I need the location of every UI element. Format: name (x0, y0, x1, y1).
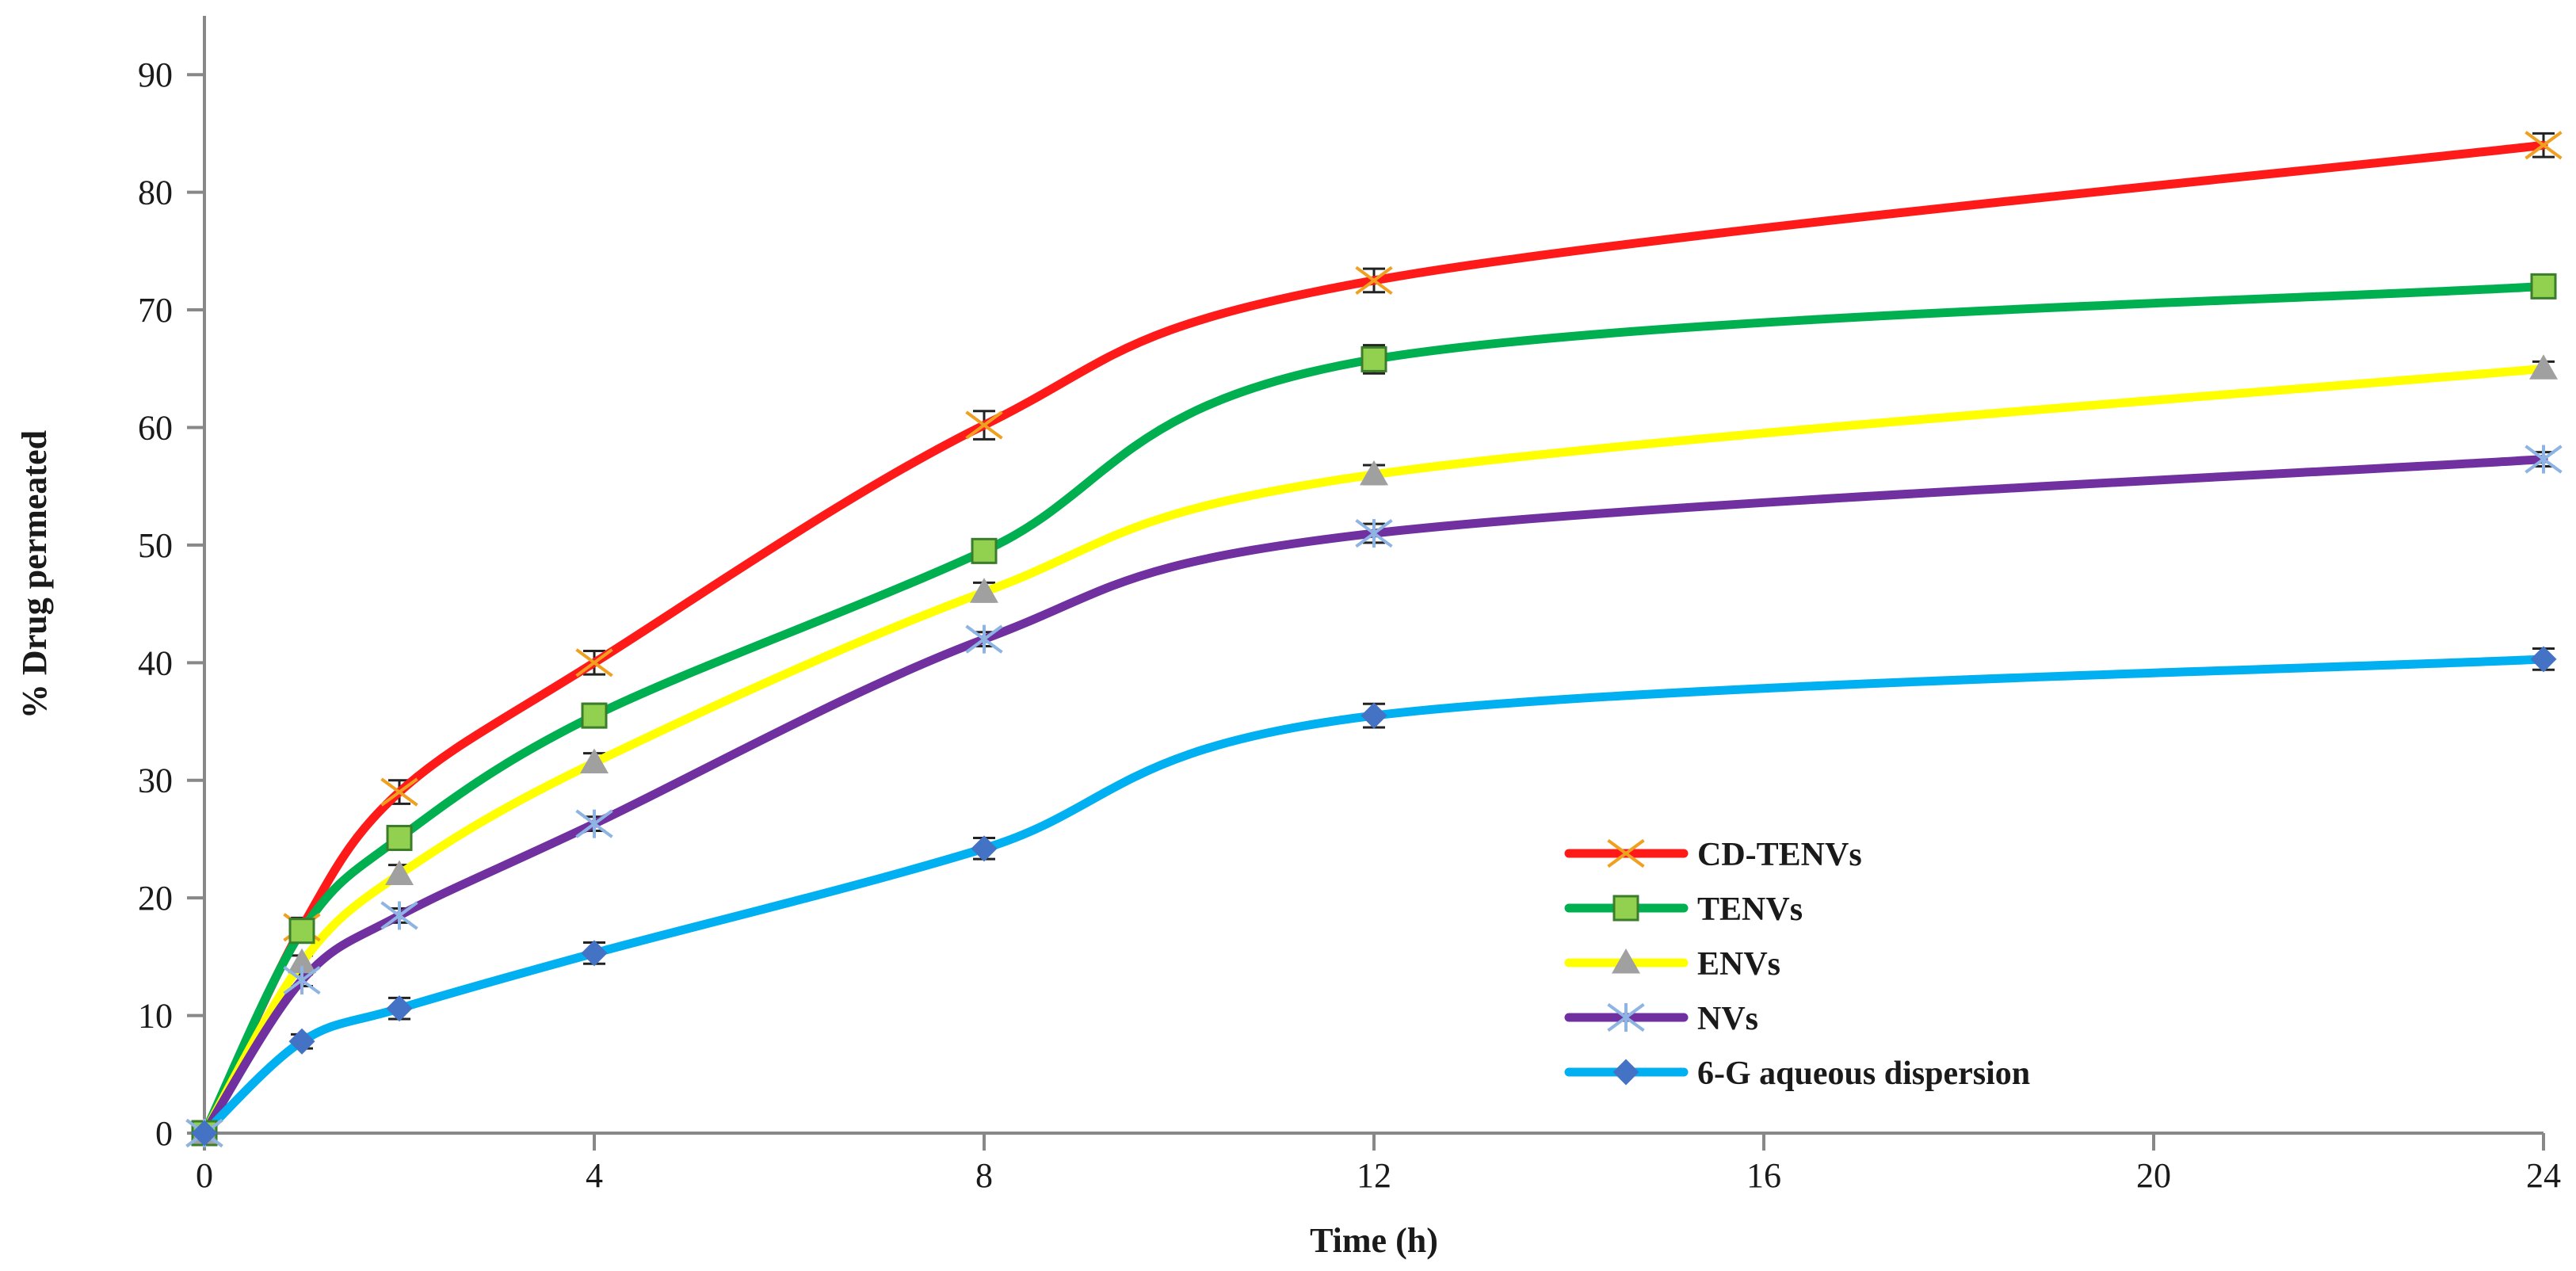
legend-marker (1612, 1059, 1639, 1086)
y-tick-label: 30 (138, 761, 173, 800)
data-point (386, 824, 413, 851)
data-point (2530, 646, 2557, 673)
series-line-1 (200, 281, 2548, 1138)
y-tick-label: 90 (138, 55, 173, 94)
series-line-4 (200, 655, 2548, 1138)
legend-label: NVs (1697, 1001, 1758, 1037)
data-point (1361, 702, 1387, 729)
x-tick-label: 0 (196, 1156, 213, 1195)
data-point-stroke (2524, 131, 2563, 160)
data-point-stroke (1355, 265, 1393, 296)
legend-marker (1607, 838, 1645, 868)
data-point (288, 918, 315, 945)
data-point (385, 860, 414, 885)
data-point (970, 578, 998, 603)
legend: CD-TENVs TENVs ENVs NVs 6-G aqueous dispersi… (1564, 837, 2030, 1092)
legend-label: CD-TENVs (1697, 837, 1862, 873)
data-point (2529, 354, 2558, 380)
data-point (581, 702, 608, 729)
y-tick-label: 50 (138, 526, 173, 565)
data-point (575, 809, 613, 838)
legend-marker (1607, 1002, 1645, 1032)
data-point (2530, 273, 2557, 300)
y-tick-label: 0 (155, 1114, 173, 1153)
data-point (191, 1120, 218, 1147)
x-axis-title: Time (h) (1310, 1221, 1438, 1260)
data-point-stroke (575, 648, 613, 677)
x-tick-label: 8 (975, 1156, 993, 1195)
data-point (575, 648, 613, 677)
data-point (965, 624, 1003, 654)
legend-marker (1612, 948, 1640, 974)
data-point (2524, 131, 2563, 160)
data-point (380, 901, 418, 930)
legend-entry: 6-G aqueous dispersion (1564, 1055, 2030, 1092)
series-line-0 (200, 140, 2548, 1138)
y-tick-label: 10 (138, 997, 173, 1036)
data-point (581, 940, 608, 967)
legend-entry: TENVs (1564, 891, 1803, 928)
legend-entry: CD-TENVs (1564, 837, 1862, 873)
data-point (971, 537, 998, 564)
data-point (380, 777, 418, 807)
data-point (1361, 345, 1387, 372)
data-point (2524, 445, 2563, 474)
legend-marker (1612, 895, 1639, 922)
data-point (288, 1028, 315, 1055)
ticks: 0 10 20 30 40 50 60 70 80 90 0 4 8 12 16 20 24 (138, 55, 2561, 1195)
y-tick-label: 70 (138, 291, 173, 330)
legend-entry: ENVs (1564, 946, 1780, 983)
x-tick-label: 12 (1357, 1156, 1391, 1195)
series-markers (185, 131, 2563, 1148)
axes: % Drug permeated Time (h) (15, 16, 2544, 1260)
x-tick-label: 24 (2526, 1156, 2561, 1195)
legend-label: TENVs (1697, 891, 1803, 928)
legend-entry: NVs (1564, 1001, 1758, 1037)
series-lines (200, 140, 2548, 1138)
data-point-stroke (380, 777, 418, 807)
data-point (580, 748, 609, 773)
data-point (288, 948, 316, 974)
series-line-2 (200, 364, 2548, 1138)
y-tick-label: 60 (138, 408, 173, 447)
y-tick-label: 80 (138, 174, 173, 212)
data-point (965, 410, 1003, 440)
x-tick-label: 20 (2136, 1156, 2171, 1195)
data-point (386, 995, 413, 1022)
x-tick-label: 16 (1746, 1156, 1781, 1195)
data-point (971, 835, 998, 862)
legend-marker-stroke (1607, 838, 1645, 868)
legend-label: ENVs (1697, 946, 1780, 983)
x-tick-label: 4 (586, 1156, 603, 1195)
legend-label: 6-G aqueous dispersion (1697, 1055, 2030, 1092)
y-tick-label: 40 (138, 643, 173, 682)
data-point (1355, 265, 1393, 296)
series-line-3 (200, 455, 2548, 1138)
y-axis-title: % Drug permeated (15, 430, 54, 719)
data-point-stroke (965, 410, 1003, 440)
data-point (1360, 460, 1388, 486)
data-point (1355, 518, 1393, 548)
data-point (283, 965, 321, 995)
y-tick-label: 20 (138, 879, 173, 918)
